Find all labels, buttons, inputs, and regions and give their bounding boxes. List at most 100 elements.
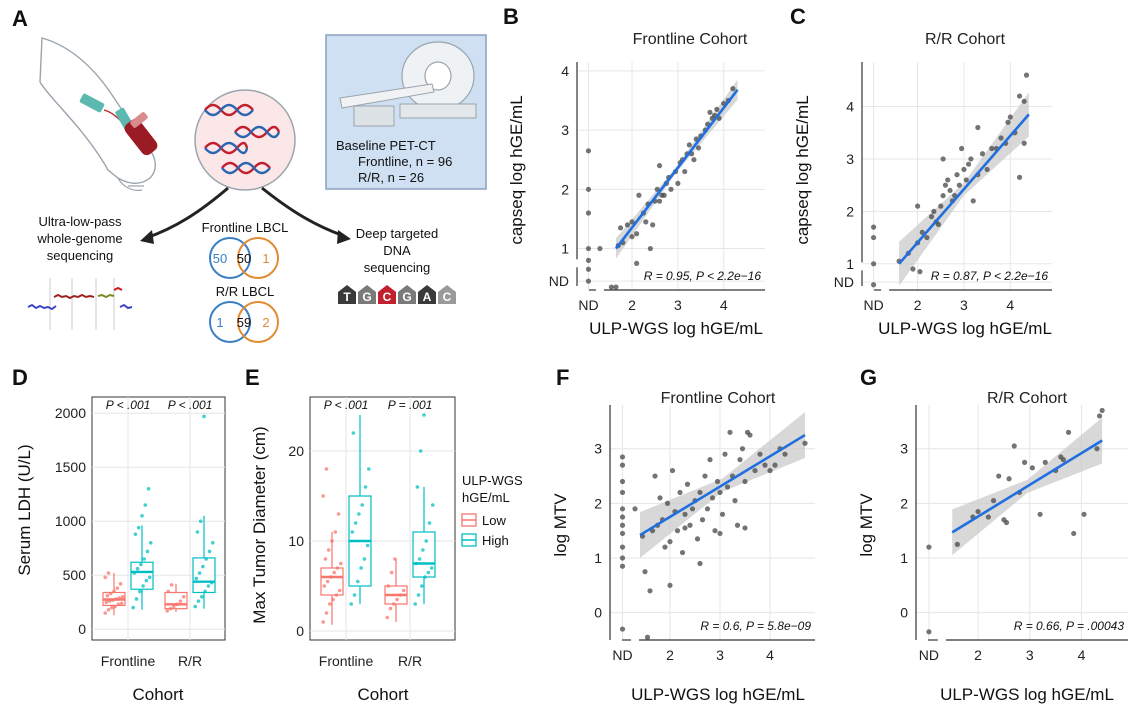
box-data-point bbox=[325, 579, 330, 584]
rr-venn-mid: 59 bbox=[237, 315, 251, 330]
data-point bbox=[647, 588, 653, 594]
data-point bbox=[1099, 407, 1105, 414]
data-point bbox=[704, 506, 711, 512]
y-tick-label: 3 bbox=[900, 441, 908, 457]
data-point bbox=[656, 198, 663, 204]
data-point bbox=[719, 511, 726, 517]
box-data-point bbox=[134, 597, 139, 601]
box-data-point bbox=[367, 467, 371, 471]
data-point bbox=[910, 266, 916, 272]
frontline-venn: 50 50 1 bbox=[209, 237, 279, 279]
box-data-point bbox=[146, 487, 151, 491]
ulp-line-2: whole-genome bbox=[36, 231, 122, 246]
scatter-plot-f: ND 2 3 4 0 1 2 3 Frontline Cohort R = 0.6, P = 5.… bbox=[551, 390, 815, 704]
data-point bbox=[694, 536, 701, 542]
box-data-point bbox=[113, 604, 117, 609]
box-plot-d: 0 500 1000 1500 2000 Frontline P < .001 R/R P < … bbox=[15, 396, 226, 704]
box-data-point bbox=[178, 599, 183, 603]
box-data-point bbox=[149, 541, 153, 545]
data-point bbox=[654, 186, 660, 192]
box-data-point bbox=[136, 525, 141, 530]
data-point bbox=[979, 151, 986, 157]
x-tick-label: Frontline bbox=[319, 653, 374, 669]
box-data-point bbox=[363, 485, 368, 489]
dna-helix-icon bbox=[194, 89, 296, 191]
arrow-right-icon bbox=[337, 230, 351, 244]
box-data-point bbox=[365, 543, 370, 548]
data-point bbox=[585, 245, 592, 252]
box-data-point bbox=[116, 602, 121, 607]
data-point bbox=[644, 634, 651, 640]
data-point bbox=[802, 440, 808, 446]
x-axis-label: ULP-WGS log hGE/mL bbox=[940, 685, 1114, 704]
data-point bbox=[1096, 413, 1103, 419]
data-point bbox=[870, 282, 877, 288]
data-point bbox=[585, 186, 592, 192]
sequence-base-letter: G bbox=[402, 290, 411, 304]
data-point bbox=[947, 187, 953, 194]
box-data-point bbox=[115, 586, 120, 590]
box-data-point bbox=[337, 588, 342, 593]
data-point bbox=[682, 525, 688, 531]
panel-label-a: A bbox=[12, 6, 28, 31]
box-data-point bbox=[103, 611, 107, 615]
data-point bbox=[782, 451, 788, 457]
data-point bbox=[959, 145, 965, 152]
box-data-point bbox=[334, 593, 339, 597]
data-point bbox=[702, 473, 708, 479]
y-tick-label: 4 bbox=[561, 63, 569, 79]
box-data-point bbox=[328, 602, 332, 606]
data-point bbox=[619, 522, 626, 528]
box-data-point bbox=[398, 593, 403, 597]
data-point bbox=[1081, 511, 1087, 517]
sequence-base-letter: T bbox=[343, 290, 351, 304]
scatter-plot-g: ND 2 3 4 0 1 2 3 R/R Cohort R = 0.66, P = .00043 U… bbox=[857, 390, 1128, 704]
panel-label-c: C bbox=[790, 4, 806, 29]
y-tick-label: 2000 bbox=[55, 405, 86, 421]
data-point bbox=[1023, 72, 1030, 78]
box-data-point bbox=[207, 549, 212, 554]
data-point bbox=[1029, 465, 1035, 471]
box-data-point bbox=[145, 549, 150, 554]
data-point bbox=[699, 517, 706, 523]
sequence-base-tile bbox=[358, 285, 376, 304]
data-point bbox=[931, 208, 937, 214]
box-data-point bbox=[349, 602, 354, 606]
y-tick-label: 1 bbox=[900, 550, 908, 566]
data-point bbox=[1016, 174, 1023, 180]
chart-title: Frontline Cohort bbox=[633, 31, 748, 48]
y-tick-label: 3 bbox=[561, 122, 569, 138]
box-data-point bbox=[423, 575, 427, 579]
sequence-base-tile bbox=[398, 285, 416, 304]
data-point bbox=[679, 549, 686, 556]
frontline-venn-right: 1 bbox=[262, 251, 269, 266]
data-point bbox=[954, 541, 960, 547]
data-point bbox=[664, 500, 671, 506]
data-point bbox=[661, 192, 667, 198]
data-point bbox=[975, 508, 981, 515]
y-tick-label: 1 bbox=[594, 550, 602, 566]
x-tick-label: 2 bbox=[974, 647, 982, 663]
data-point bbox=[697, 560, 703, 567]
box-data-point bbox=[388, 606, 393, 611]
data-point bbox=[985, 514, 991, 520]
data-point bbox=[747, 432, 753, 438]
data-point bbox=[1042, 459, 1048, 465]
y-axis-label: log MTV bbox=[857, 493, 876, 557]
data-point bbox=[619, 489, 626, 496]
box-data-point bbox=[421, 548, 425, 552]
box-data-point bbox=[194, 576, 199, 581]
box-data-point bbox=[104, 600, 109, 604]
box-plot-e: 0 10 20 Frontline P < .001 R/R P = .001 Cohort M… bbox=[250, 396, 523, 704]
box-data-point bbox=[144, 578, 149, 583]
data-point bbox=[1021, 98, 1027, 104]
box-data-point bbox=[181, 595, 186, 599]
scatter-plot-c: ND 2 3 4 ND 1 2 3 4 R/R Cohort R = 0.87, P < 2.2e−… bbox=[793, 31, 1052, 338]
data-point bbox=[1005, 119, 1011, 125]
data-point bbox=[938, 203, 944, 209]
data-point bbox=[686, 142, 692, 148]
data-point bbox=[742, 525, 748, 531]
frontline-venn-title: Frontline LBCL bbox=[202, 220, 289, 235]
panel-label-e: E bbox=[245, 365, 260, 390]
data-point bbox=[1021, 140, 1027, 146]
